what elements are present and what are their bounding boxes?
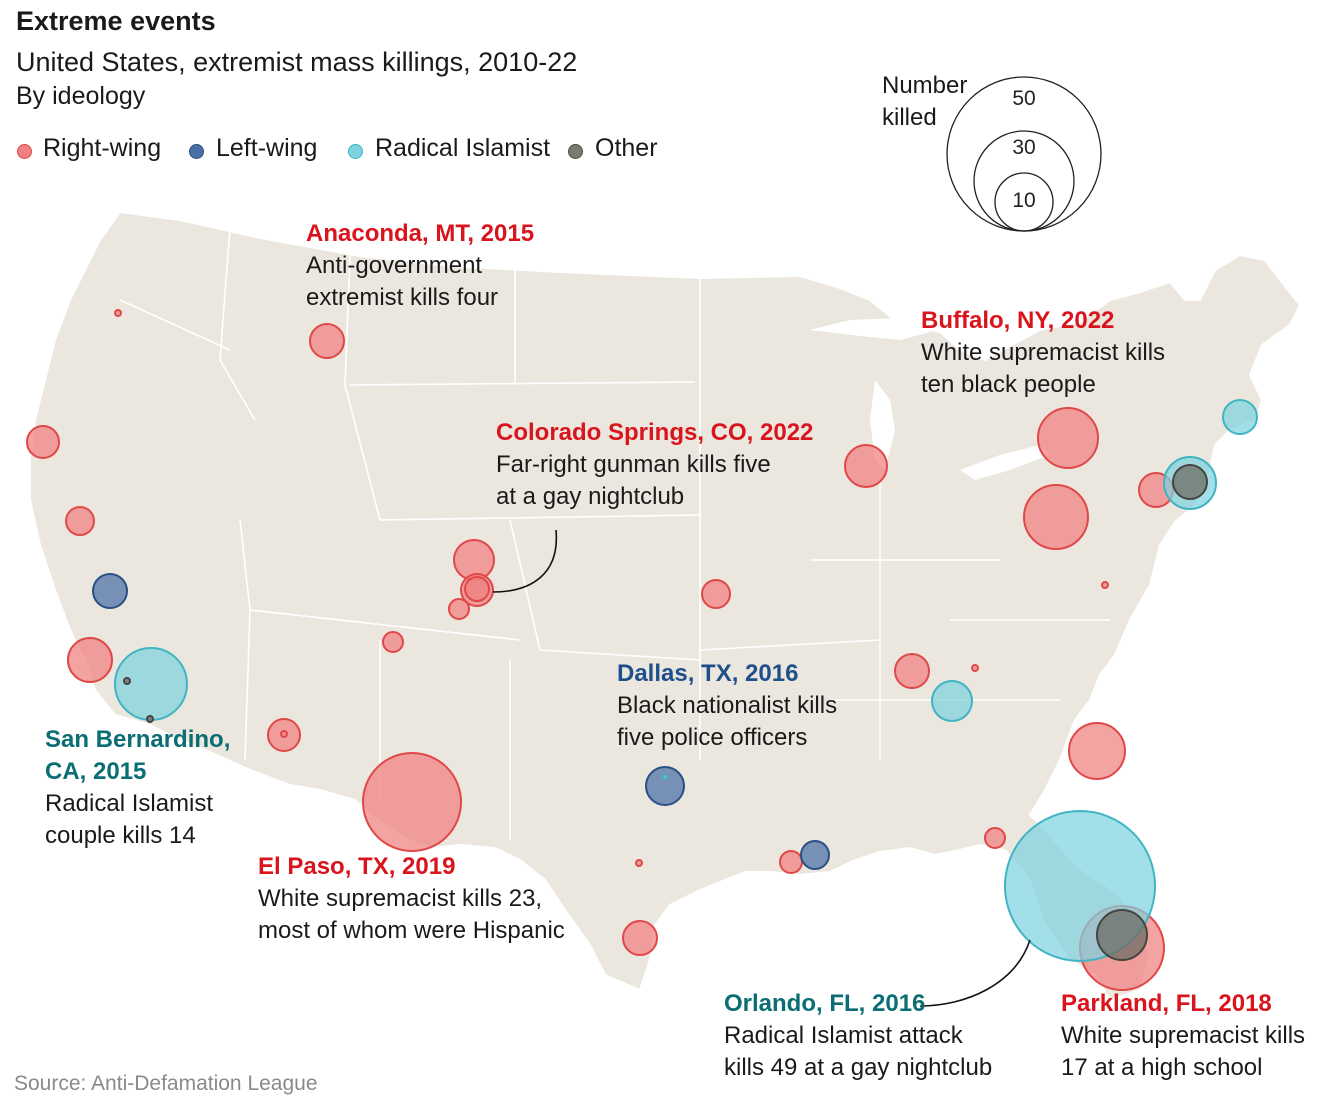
size-key-label-line: Number [882, 72, 968, 99]
event-circle [1222, 399, 1258, 435]
annotation-body-line: five police officers [617, 724, 808, 751]
event-circle [622, 920, 658, 956]
legend-dot-other [568, 144, 583, 159]
annotation-body-line: White supremacist kills [921, 339, 1166, 366]
event-circle [464, 576, 490, 602]
annotation-body-line: Radical Islamist attack [724, 1022, 963, 1049]
annotation-orlando: Orlando, FL, 2016 Radical Islamist attac… [724, 988, 992, 1084]
annotation-head: Anaconda, MT, 2015 [306, 220, 535, 247]
annotation-body-line: Radical Islamist [45, 790, 214, 817]
legend-dot-radical-islamist [348, 144, 363, 159]
annotation-head: San Bernardino, CA, 2015 [45, 724, 230, 788]
annotation-head: Orlando, FL, 2016 [724, 990, 926, 1017]
event-circle [662, 774, 668, 780]
size-key-value-10: 10 [1012, 189, 1035, 212]
event-circle [448, 598, 470, 620]
event-circle [894, 653, 930, 689]
size-key-label-line: killed [882, 104, 937, 131]
event-circle [931, 680, 973, 722]
annotation-head-line: CA, 2015 [45, 758, 147, 785]
annotation-colorado: Colorado Springs, CO, 2022 Far-right gun… [496, 417, 813, 513]
chart-title: Extreme events [16, 6, 216, 36]
annotation-body-line: White supremacist kills 23, [258, 885, 543, 912]
event-circle [701, 579, 731, 609]
lake-erie [960, 445, 1050, 480]
event-circle [844, 444, 888, 488]
event-circle [26, 425, 60, 459]
event-circle [779, 850, 803, 874]
legend-label-left-wing: Left-wing [216, 134, 318, 162]
annotation-el-paso: El Paso, TX, 2019 White supremacist kill… [258, 851, 565, 947]
event-circle [382, 631, 404, 653]
event-circle [146, 715, 154, 723]
event-circle [1101, 581, 1109, 589]
legend-label-right-wing: Right-wing [43, 134, 162, 162]
annotation-body-line: Far-right gunman kills five [496, 451, 771, 478]
annotation-body-line: extremist kills four [306, 284, 499, 311]
event-circle [645, 766, 685, 806]
event-circle [1096, 909, 1148, 961]
event-circle [65, 506, 95, 536]
annotation-head: Buffalo, NY, 2022 [921, 307, 1115, 334]
event-circle [971, 664, 979, 672]
event-circle [92, 573, 128, 609]
annotation-dallas: Dallas, TX, 2016 Black nationalist kills… [617, 658, 837, 754]
annotation-body-line: 17 at a high school [1061, 1054, 1263, 1081]
colorado-leader-line [492, 529, 558, 593]
chart-subtitle: United States, extremist mass killings, … [16, 47, 578, 77]
source-note: Source: Anti-Defamation League [14, 1072, 318, 1095]
lake-superior [810, 318, 930, 340]
event-circle [309, 323, 345, 359]
legend: Right-wing Left-wing Radical Islamist Ot… [0, 134, 700, 168]
event-circle [984, 827, 1006, 849]
orlando-leader-line [919, 939, 1031, 1007]
us-outline [29, 210, 1302, 1002]
annotation-head: El Paso, TX, 2019 [258, 853, 456, 880]
state-borders [119, 227, 1110, 840]
annotation-body-line: most of whom were Hispanic [258, 917, 565, 944]
annotation-head: Parkland, FL, 2018 [1061, 990, 1272, 1017]
event-circle [1037, 407, 1099, 469]
legend-label-radical-islamist: Radical Islamist [375, 134, 551, 162]
chart-subsubtitle: By ideology [16, 82, 146, 110]
annotation-head-line: San Bernardino, [45, 726, 231, 753]
event-circle [1172, 464, 1208, 500]
event-circle [280, 730, 288, 738]
annotation-parkland: Parkland, FL, 2018 White supremacist kil… [1061, 988, 1305, 1084]
legend-dot-right-wing [17, 144, 32, 159]
event-circle [123, 677, 131, 685]
annotation-head: Colorado Springs, CO, 2022 [496, 419, 814, 446]
annotation-body-line: couple kills 14 [45, 822, 196, 849]
size-key-label: Number killed [882, 70, 972, 134]
annotation-san-bernardino: San Bernardino, CA, 2015 Radical Islamist… [45, 724, 230, 852]
size-key-value-30: 30 [1012, 136, 1035, 159]
annotation-anaconda: Anaconda, MT, 2015 Anti-government extre… [306, 218, 534, 314]
annotation-body-line: Black nationalist kills [617, 692, 838, 719]
event-circle [362, 752, 462, 852]
event-circle [1023, 484, 1089, 550]
size-key [946, 76, 1102, 232]
event-circle [67, 637, 113, 683]
annotation-body-line: Anti-government [306, 252, 483, 279]
annotation-body-line: White supremacist kills [1061, 1022, 1306, 1049]
annotation-body-line: kills 49 at a gay nightclub [724, 1054, 993, 1081]
event-circle [800, 840, 830, 870]
event-circles [26, 309, 1258, 991]
event-circle [1068, 722, 1126, 780]
annotation-head: Dallas, TX, 2016 [617, 660, 799, 687]
legend-label-other: Other [595, 134, 658, 162]
size-key-value-50: 50 [1012, 87, 1035, 110]
size-key-label-line: Number killed [882, 70, 972, 134]
event-circle [114, 309, 122, 317]
event-circle [635, 859, 643, 867]
annotation-body-line: at a gay nightclub [496, 483, 685, 510]
annotation-buffalo: Buffalo, NY, 2022 White supremacist kill… [921, 305, 1165, 401]
annotation-body-line: ten black people [921, 371, 1096, 398]
legend-dot-left-wing [189, 144, 204, 159]
